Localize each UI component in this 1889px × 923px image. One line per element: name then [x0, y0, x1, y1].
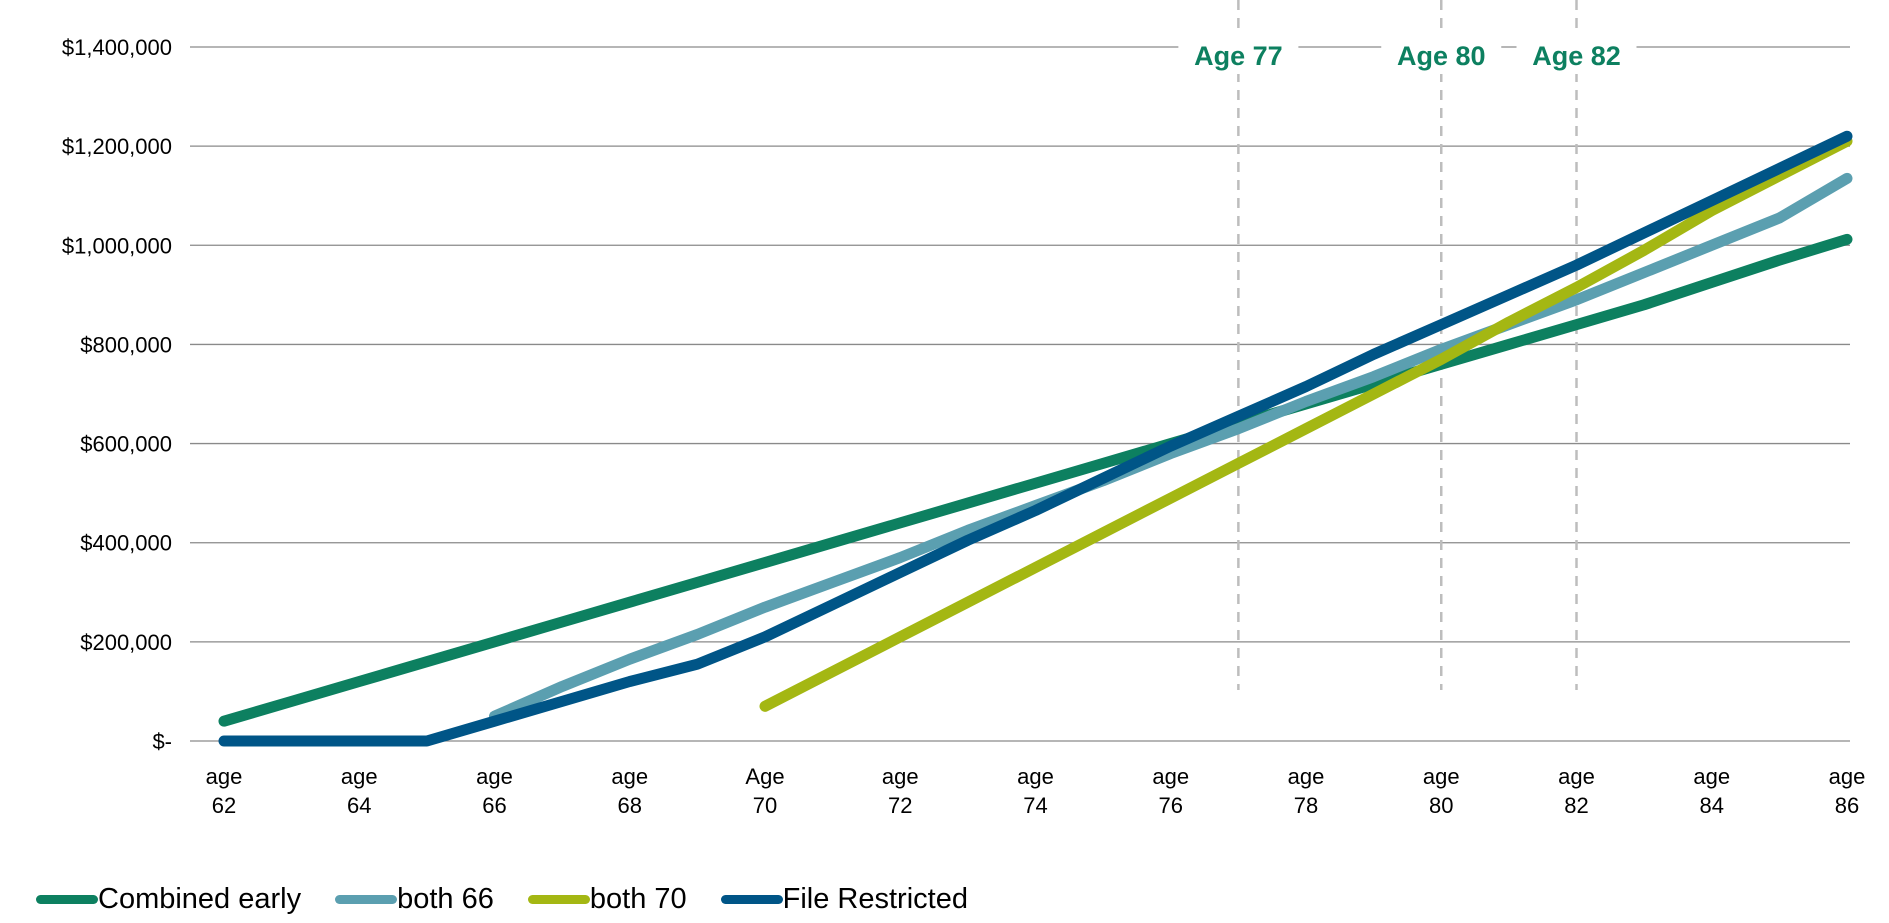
x-tick-label: 72: [888, 793, 912, 818]
x-tick-label: age: [1829, 764, 1866, 789]
y-tick-label: $-: [152, 729, 172, 754]
annotation-label: Age 77: [1194, 41, 1283, 71]
x-tick-label: age: [611, 764, 648, 789]
x-tick-label: 66: [482, 793, 506, 818]
series-lines: [218, 130, 1853, 747]
x-tick-label: 74: [1023, 793, 1047, 818]
x-tick-label: 84: [1700, 793, 1724, 818]
x-axis-tick-labels: age 62 age 64 age 66 age 68 Age 70 age 72 age 74 age 76…: [206, 764, 1866, 818]
legend-item-both-66: both 66: [335, 883, 494, 916]
y-tick-label: $1,000,000: [62, 233, 172, 258]
x-tick-label: 70: [753, 793, 777, 818]
x-tick-label: age: [476, 764, 513, 789]
x-tick-label: 80: [1429, 793, 1453, 818]
grid-lines: [190, 46, 1850, 742]
series-line-0: [218, 233, 1853, 727]
x-tick-label: 62: [212, 793, 236, 818]
annotation-label-bg: [1178, 36, 1299, 74]
legend-item-file-restricted: File Restricted: [720, 882, 968, 916]
annotation-label: Age 82: [1532, 41, 1621, 71]
x-tick-label: age: [1017, 764, 1054, 789]
x-tick-label: age: [1152, 764, 1189, 789]
annotation-label-bg: [1516, 36, 1637, 74]
legend-swatch: [335, 894, 398, 904]
annotation-label: Age 80: [1397, 41, 1486, 71]
legend-label: Combined early: [98, 882, 302, 915]
legend-swatch: [527, 894, 590, 904]
y-tick-label: $200,000: [80, 630, 172, 655]
x-tick-label: age: [1288, 764, 1325, 789]
y-tick-label: $600,000: [80, 432, 172, 457]
y-tick-label: $1,400,000: [62, 35, 172, 60]
x-tick-label: 64: [347, 793, 371, 818]
legend-swatch: [720, 894, 783, 904]
legend-item-combined-early: Combined early: [36, 883, 301, 916]
x-tick-label: age: [882, 764, 919, 789]
y-axis-tick-labels: $- $200,000 $400,000 $600,000 $800,000 $1,000…: [62, 35, 172, 754]
x-tick-label: age: [206, 764, 243, 789]
series-line-2: [759, 135, 1853, 712]
x-tick-label: Age: [745, 764, 784, 789]
x-tick-label: 76: [1159, 793, 1183, 818]
x-tick-label: 78: [1294, 793, 1318, 818]
annotation-labels: Age 77 Age 80 Age 82: [1178, 36, 1637, 74]
x-tick-label: 86: [1835, 793, 1859, 818]
legend-label: both 70: [589, 882, 687, 915]
x-tick-label: age: [1558, 764, 1595, 789]
x-tick-label: 82: [1564, 793, 1588, 818]
y-tick-label: $1,200,000: [62, 134, 172, 159]
x-tick-label: age: [1693, 764, 1730, 789]
x-tick-label: age: [341, 764, 378, 789]
y-tick-label: $800,000: [80, 332, 172, 357]
legend-label: both 66: [397, 882, 494, 915]
annotation-label-bg: [1381, 36, 1502, 74]
legend-swatch: [36, 894, 98, 904]
legend-label: File Restricted: [782, 882, 968, 915]
legend-item-both-70: both 70: [527, 882, 687, 916]
legend: Combined early both 66 both 70 File Rest…: [36, 882, 1002, 916]
y-tick-label: $400,000: [80, 531, 172, 556]
x-tick-label: age: [1423, 764, 1460, 789]
x-tick-label: 68: [618, 793, 642, 818]
